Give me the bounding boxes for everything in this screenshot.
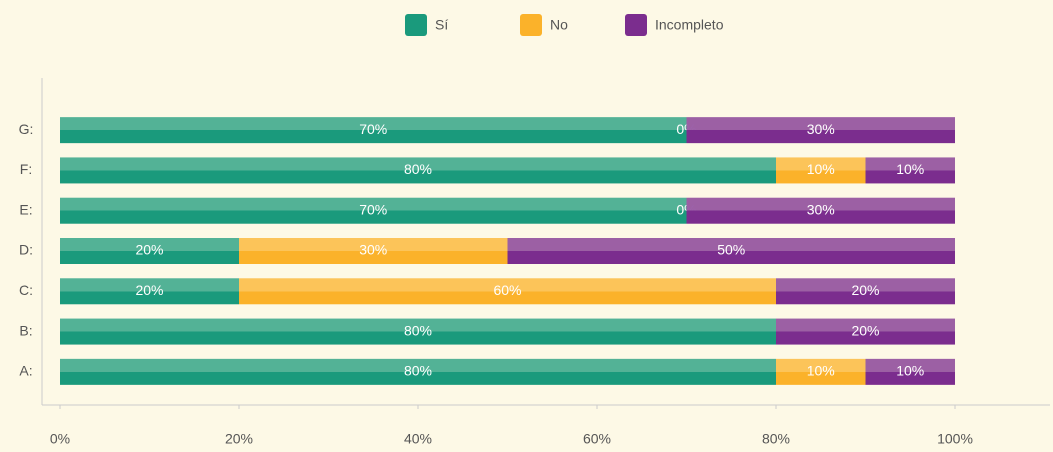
y-tick-label: D:	[19, 242, 33, 258]
data-label: 80%	[404, 322, 432, 338]
data-label: 20%	[851, 322, 879, 338]
data-label: 10%	[807, 363, 835, 379]
bar-segment	[60, 278, 239, 305]
bar-segment	[776, 318, 955, 345]
data-label: 10%	[807, 161, 835, 177]
data-label: 70%	[359, 201, 387, 217]
bar-segment	[686, 117, 955, 144]
bar-segment	[60, 318, 776, 345]
bar-segment	[60, 238, 239, 264]
data-label: 10%	[896, 161, 924, 177]
x-tick-label: 100%	[937, 431, 973, 447]
x-tick-label: 60%	[583, 431, 611, 447]
legend-swatch	[625, 14, 647, 36]
y-tick-label: C:	[19, 282, 33, 298]
bar-segment	[507, 238, 955, 264]
data-label: 20%	[135, 242, 163, 258]
bar-segment	[239, 278, 776, 305]
data-label: 60%	[493, 282, 521, 298]
y-tick-label: A:	[19, 363, 32, 379]
y-tick-label: E:	[19, 201, 32, 217]
data-label: 20%	[135, 282, 163, 298]
data-label: 80%	[404, 363, 432, 379]
data-label: 30%	[807, 201, 835, 217]
data-label: 20%	[851, 282, 879, 298]
bar-segment	[60, 197, 687, 224]
legend-label: Sí	[435, 17, 448, 33]
bar-segment	[239, 238, 508, 264]
legend-swatch	[520, 14, 542, 36]
y-tick-label: F:	[20, 161, 32, 177]
data-label: 70%	[359, 121, 387, 137]
data-label: 80%	[404, 161, 432, 177]
data-label: 50%	[717, 242, 745, 258]
x-tick-label: 80%	[762, 431, 790, 447]
bar-segment	[776, 278, 955, 305]
bar-segment	[60, 117, 687, 144]
bar-segment	[865, 157, 955, 184]
legend-swatch	[405, 14, 427, 36]
legend-label: No	[550, 17, 568, 33]
x-tick-label: 40%	[404, 431, 432, 447]
legend-label: Incompleto	[655, 17, 724, 33]
bar-segment	[776, 358, 866, 385]
data-label: 10%	[896, 363, 924, 379]
y-tick-label: B:	[19, 322, 32, 338]
bar-segment	[686, 197, 955, 224]
bar-segment	[60, 157, 776, 184]
data-label: 30%	[807, 121, 835, 137]
bar-segment	[776, 157, 866, 184]
bar-segment	[865, 358, 955, 385]
bar-segment	[60, 358, 776, 385]
x-tick-label: 20%	[225, 431, 253, 447]
y-tick-label: G:	[19, 121, 34, 137]
x-tick-label: 0%	[50, 431, 70, 447]
data-label: 30%	[359, 242, 387, 258]
